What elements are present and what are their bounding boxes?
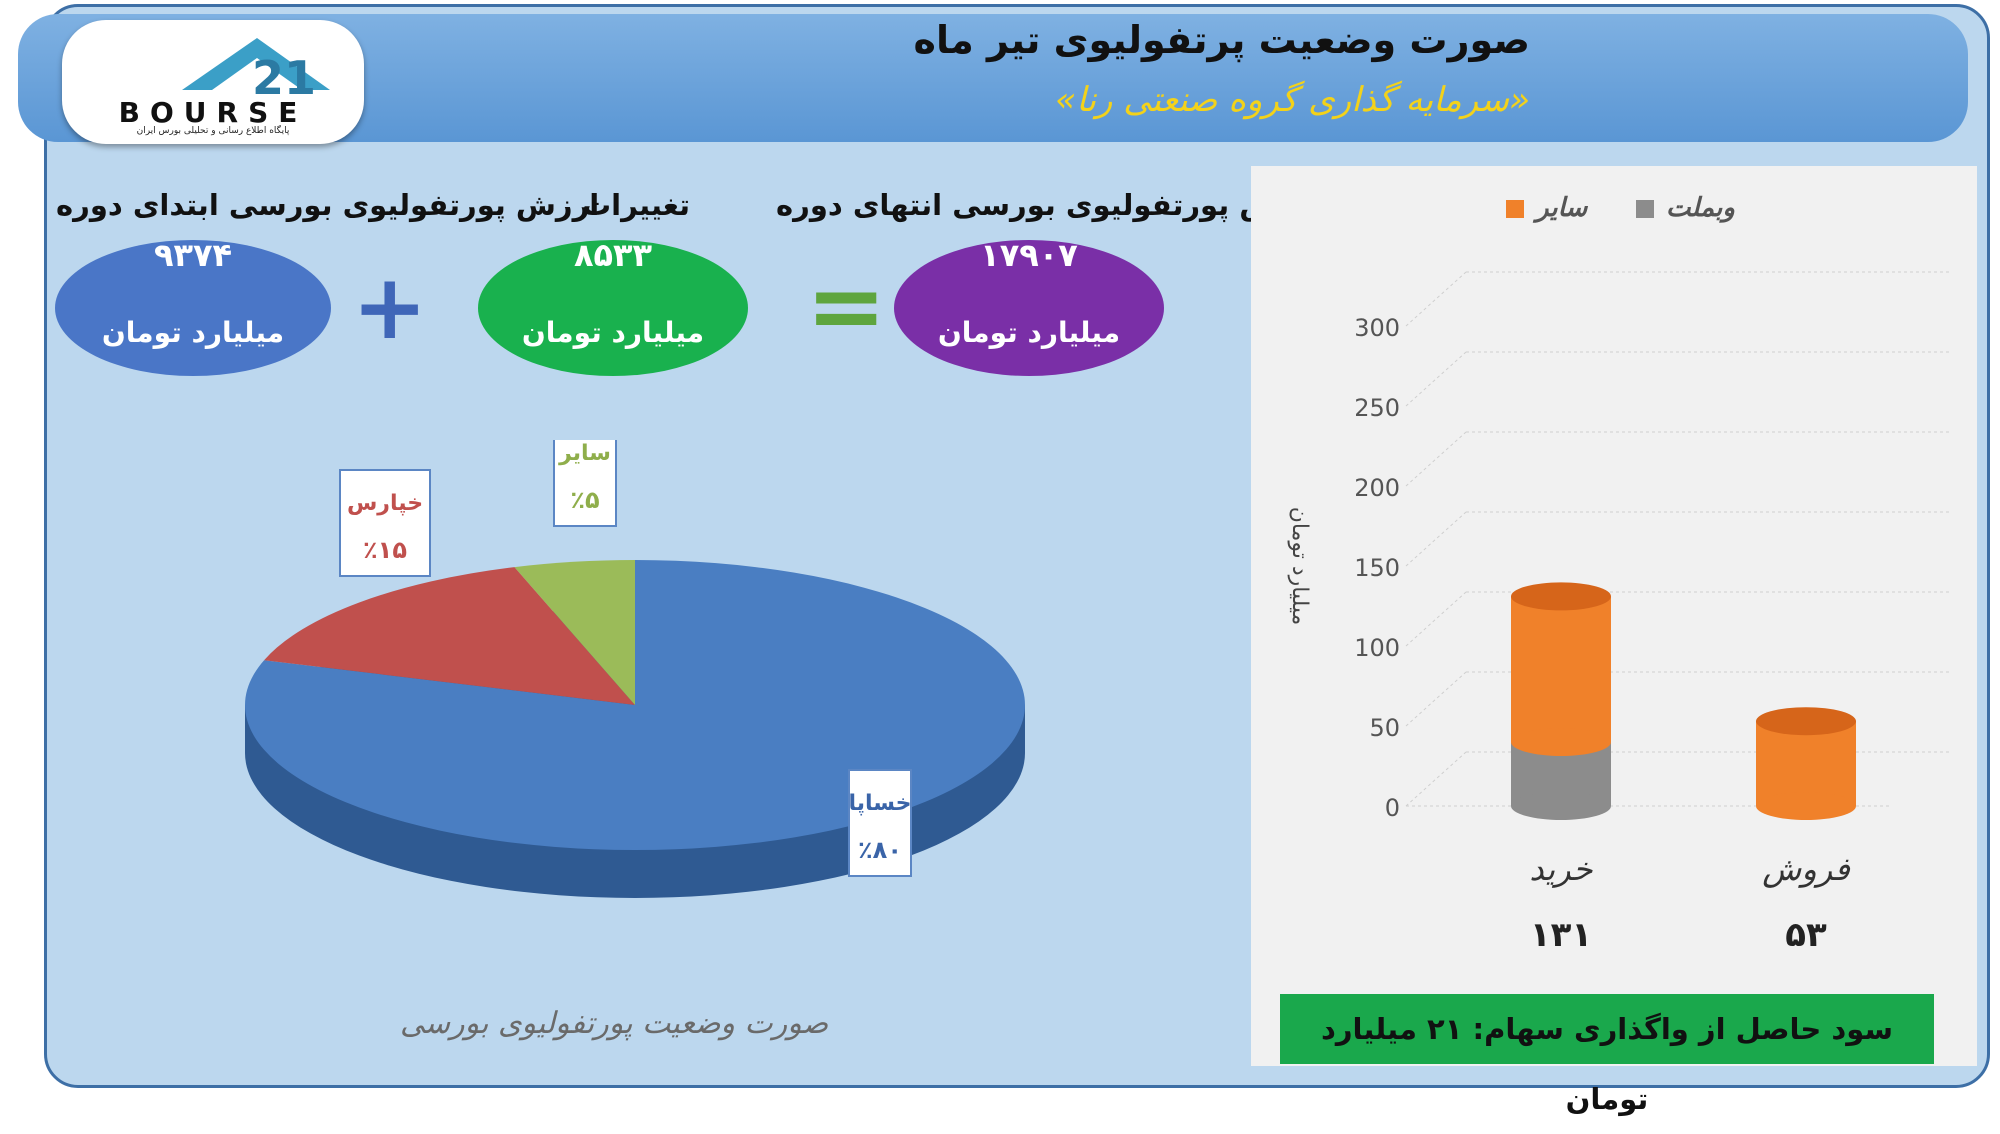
pie-chart-title: صورت وضعیت پورتفولیوی بورسی bbox=[400, 1006, 829, 1041]
pie-slice-2 bbox=[264, 567, 635, 705]
plus-sign: + bbox=[352, 255, 428, 360]
profit-banner: سود حاصل از واگذاری سهام: ۲۱ میلیارد توم… bbox=[1280, 994, 1934, 1116]
end-value-badge: ۱۷۹۰۷ میلیارد تومان bbox=[894, 236, 1164, 376]
bar-segment-base bbox=[1511, 792, 1611, 820]
change-value-number: ۸۵۳۳ bbox=[573, 236, 653, 274]
legend-swatch bbox=[1636, 200, 1654, 218]
change-value-unit: میلیارد تومان bbox=[521, 316, 705, 349]
legend-swatch bbox=[1506, 200, 1524, 218]
end-value-number: ۱۷۹۰۷ bbox=[980, 236, 1078, 274]
logo-mark-icon: 21 bbox=[182, 38, 330, 100]
pie-slice-name: خساپا bbox=[848, 791, 911, 816]
gridline-diagonal bbox=[1405, 431, 1467, 487]
page-title: صورت وضعیت پرتفولیوی تیر ماه bbox=[913, 18, 1530, 62]
y-axis-label: میلیارد تومان bbox=[1287, 507, 1312, 626]
pie-slice-percent: ٪۱۵ bbox=[363, 536, 407, 564]
bar-segment-base bbox=[1756, 792, 1856, 820]
gridline-diagonal bbox=[1405, 671, 1467, 727]
start-value-label: ارزش پورتفولیوی بورسی ابتدای دوره bbox=[56, 188, 600, 222]
pie-slice-percent: ٪۸۰ bbox=[858, 836, 902, 864]
y-tick-label: 100 bbox=[1354, 634, 1400, 662]
end-value-label: ارزش پورتفولیوی بورسی انتهای دوره bbox=[776, 188, 1323, 222]
gridline-diagonal bbox=[1405, 351, 1467, 407]
page-subtitle: «سرمایه گذاری گروه صنعتی رنا» bbox=[1055, 80, 1530, 120]
pie-slice-percent: ٪۵ bbox=[570, 486, 599, 514]
bar-chart: 0 50 100 150 200 250 300 میلیارد تومان سایر وبمل… bbox=[1287, 193, 1951, 955]
gridline-diagonal bbox=[1405, 591, 1467, 647]
equals-sign: = bbox=[806, 250, 887, 362]
y-tick-label: 150 bbox=[1354, 554, 1400, 582]
category-total: ۱۳۱ bbox=[1530, 915, 1592, 955]
y-tick-label: 300 bbox=[1354, 314, 1400, 342]
category-label: فروش bbox=[1762, 850, 1850, 888]
gridline-diagonal bbox=[1405, 511, 1467, 567]
logo: 21 BOURSE پایگاه اطلاع رسانی و تحلیلی بو… bbox=[62, 20, 364, 144]
y-tick-label: 200 bbox=[1354, 474, 1400, 502]
bar-segment bbox=[1756, 721, 1856, 806]
y-tick-label: 50 bbox=[1369, 714, 1400, 742]
start-value-unit: میلیارد تومان bbox=[101, 316, 285, 349]
start-value-badge: ۹۳۷۴ میلیارد تومان bbox=[55, 236, 331, 376]
pie-slice-name: سایر bbox=[558, 441, 611, 466]
category-label: خرید bbox=[1529, 850, 1592, 888]
y-tick-label: 0 bbox=[1385, 794, 1400, 822]
category-total: ۵۳ bbox=[1785, 915, 1827, 955]
pie-label-box bbox=[848, 769, 912, 877]
change-value-badge: ۸۵۳۳ میلیارد تومان bbox=[478, 236, 748, 376]
start-value-number: ۹۳۷۴ bbox=[153, 236, 233, 274]
gridline-diagonal bbox=[1405, 751, 1467, 807]
bar-top-cap bbox=[1756, 707, 1856, 736]
change-label: تغییرات bbox=[582, 188, 691, 222]
bar-segment-base bbox=[1511, 728, 1611, 756]
legend-label: سایر bbox=[1532, 193, 1589, 223]
pie-slice-name: خپارس bbox=[347, 491, 423, 516]
pie-label-box bbox=[339, 469, 431, 577]
svg-text:21: 21 bbox=[252, 51, 316, 100]
logo-text: BOURSE bbox=[118, 96, 308, 129]
y-tick-label: 250 bbox=[1354, 394, 1400, 422]
legend-label: وبملت bbox=[1666, 193, 1735, 223]
pie-label-box bbox=[553, 440, 617, 527]
gridline-diagonal bbox=[1405, 271, 1467, 327]
pie-slice-3 bbox=[514, 560, 635, 705]
bar-segment bbox=[1511, 596, 1611, 742]
end-value-unit: میلیارد تومان bbox=[937, 316, 1121, 349]
pie-chart: خساپا ٪۸۰ خپارس ٪۱۵ سایر ٪۵ bbox=[245, 440, 1025, 898]
logo-subtext: پایگاه اطلاع رسانی و تحلیلی بورس ایران bbox=[136, 126, 290, 136]
bar-top-cap bbox=[1511, 582, 1611, 611]
bar-chart-panel bbox=[1251, 166, 1977, 1066]
